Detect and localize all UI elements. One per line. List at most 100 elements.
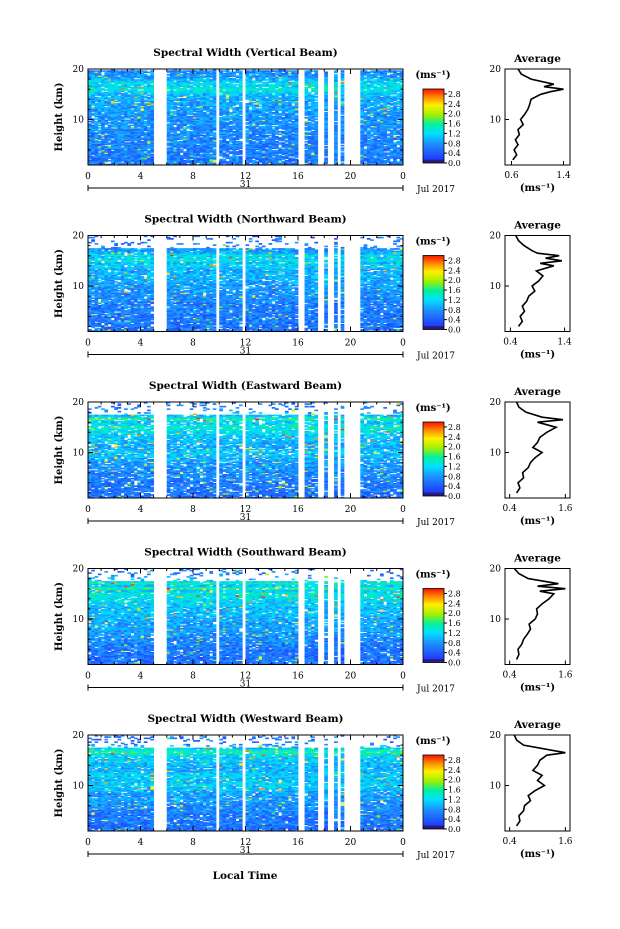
heatmap-cell [272, 112, 276, 114]
heatmap-cell [98, 152, 102, 154]
heatmap-cell [239, 116, 243, 118]
heatmap-cell [278, 80, 282, 82]
heatmap-cell [246, 122, 250, 124]
heatmap-cell [121, 70, 125, 72]
heatmap-cell [262, 82, 266, 84]
heatmap-cell [183, 137, 187, 139]
heatmap-cell [200, 137, 204, 139]
heatmap-cell [308, 132, 312, 134]
heatmap-cell [236, 141, 240, 143]
heatmap-cell [341, 147, 345, 149]
heatmap-cell [278, 121, 282, 123]
heatmap-cell [200, 87, 204, 89]
heatmap-cell [88, 70, 92, 72]
heatmap-cell [367, 130, 371, 132]
heatmap-cell [341, 70, 345, 72]
heatmap-cell [305, 127, 309, 129]
heatmap-cell [275, 70, 279, 72]
heatmap-cell [291, 70, 295, 72]
heatmap-cell [285, 160, 289, 162]
heatmap-cell [314, 96, 318, 98]
heatmap-cell [95, 121, 99, 123]
heatmap-cell [259, 117, 263, 119]
heatmap-cell [173, 111, 177, 113]
heatmap-cell [183, 98, 187, 100]
heatmap-cell [98, 97, 102, 99]
heatmap-cell [239, 102, 243, 104]
heatmap-cell [223, 116, 227, 118]
heatmap-cell [104, 70, 108, 72]
heatmap-cell [275, 150, 279, 152]
heatmap-cell [314, 121, 318, 123]
heatmap-cell [223, 70, 227, 72]
heatmap-cell [311, 123, 315, 125]
heatmap-cell [262, 152, 266, 154]
heatmap-cell [196, 70, 200, 72]
heatmap-cell [291, 157, 295, 159]
heatmap-cell [101, 88, 105, 90]
heatmap-cell [282, 142, 286, 144]
heatmap-cell [305, 87, 309, 89]
heatmap-cell [268, 84, 272, 86]
heatmap-cell [147, 127, 151, 129]
heatmap-cell [265, 149, 269, 151]
heatmap-cell [377, 87, 381, 89]
heatmap-cell [265, 135, 269, 137]
heatmap-cell [147, 75, 151, 77]
heatmap-cell [262, 126, 266, 128]
heatmap-cell [278, 131, 282, 133]
heatmap-cell [196, 145, 200, 147]
heatmap-cell [108, 122, 112, 124]
heatmap-cell [144, 85, 148, 87]
heatmap-cell [147, 94, 151, 96]
heatmap-cell [190, 96, 194, 98]
heatmap-cell [364, 157, 368, 159]
heatmap-cell [272, 84, 276, 86]
heatmap-cell [364, 133, 368, 135]
heatmap-cell [291, 162, 295, 164]
heatmap-cell [131, 118, 135, 120]
heatmap-cell [272, 157, 276, 159]
heatmap-cell [147, 142, 151, 144]
heatmap-cell [370, 107, 374, 109]
heatmap-cell [127, 70, 131, 72]
heatmap-cell [272, 126, 276, 128]
heatmap-cell [275, 77, 279, 79]
heatmap-cell [91, 113, 95, 115]
heatmap-cell [341, 116, 345, 118]
heatmap-cell [180, 141, 184, 143]
heatmap-cell [324, 146, 328, 148]
heatmap-cell [282, 117, 286, 119]
heatmap-cell [305, 132, 309, 134]
heatmap-cell [278, 137, 282, 139]
heatmap-cell [226, 154, 230, 156]
heatmap-cell [268, 135, 272, 137]
heatmap-cell [180, 130, 184, 132]
heatmap-cell [236, 84, 240, 86]
heatmap-cell [364, 149, 368, 151]
heatmap-cell [173, 102, 177, 104]
heatmap-cell [183, 127, 187, 129]
heatmap-cell [209, 99, 213, 101]
heatmap-cell [364, 109, 368, 111]
heatmap-cell [259, 126, 263, 128]
heatmap-cell [114, 70, 118, 72]
heatmap-cell [364, 162, 368, 164]
heatmap-cell [193, 70, 197, 72]
heatmap-cell [180, 98, 184, 100]
heatmap-cell [177, 141, 181, 143]
heatmap-cell [334, 111, 338, 113]
heatmap-cell [308, 122, 312, 124]
heatmap-cell [377, 111, 381, 113]
heatmap-cell [265, 79, 269, 81]
heatmap-cell [131, 87, 135, 89]
heatmap-cell [288, 70, 292, 72]
heatmap-cell [206, 113, 210, 115]
heatmap-cell [180, 88, 184, 90]
heatmap-cell [232, 137, 236, 139]
heatmap-cell [268, 137, 272, 139]
heatmap-cell [370, 127, 374, 129]
heatmap-cell [104, 107, 108, 109]
heatmap-cell [367, 140, 371, 142]
heatmap-cell [305, 144, 309, 146]
